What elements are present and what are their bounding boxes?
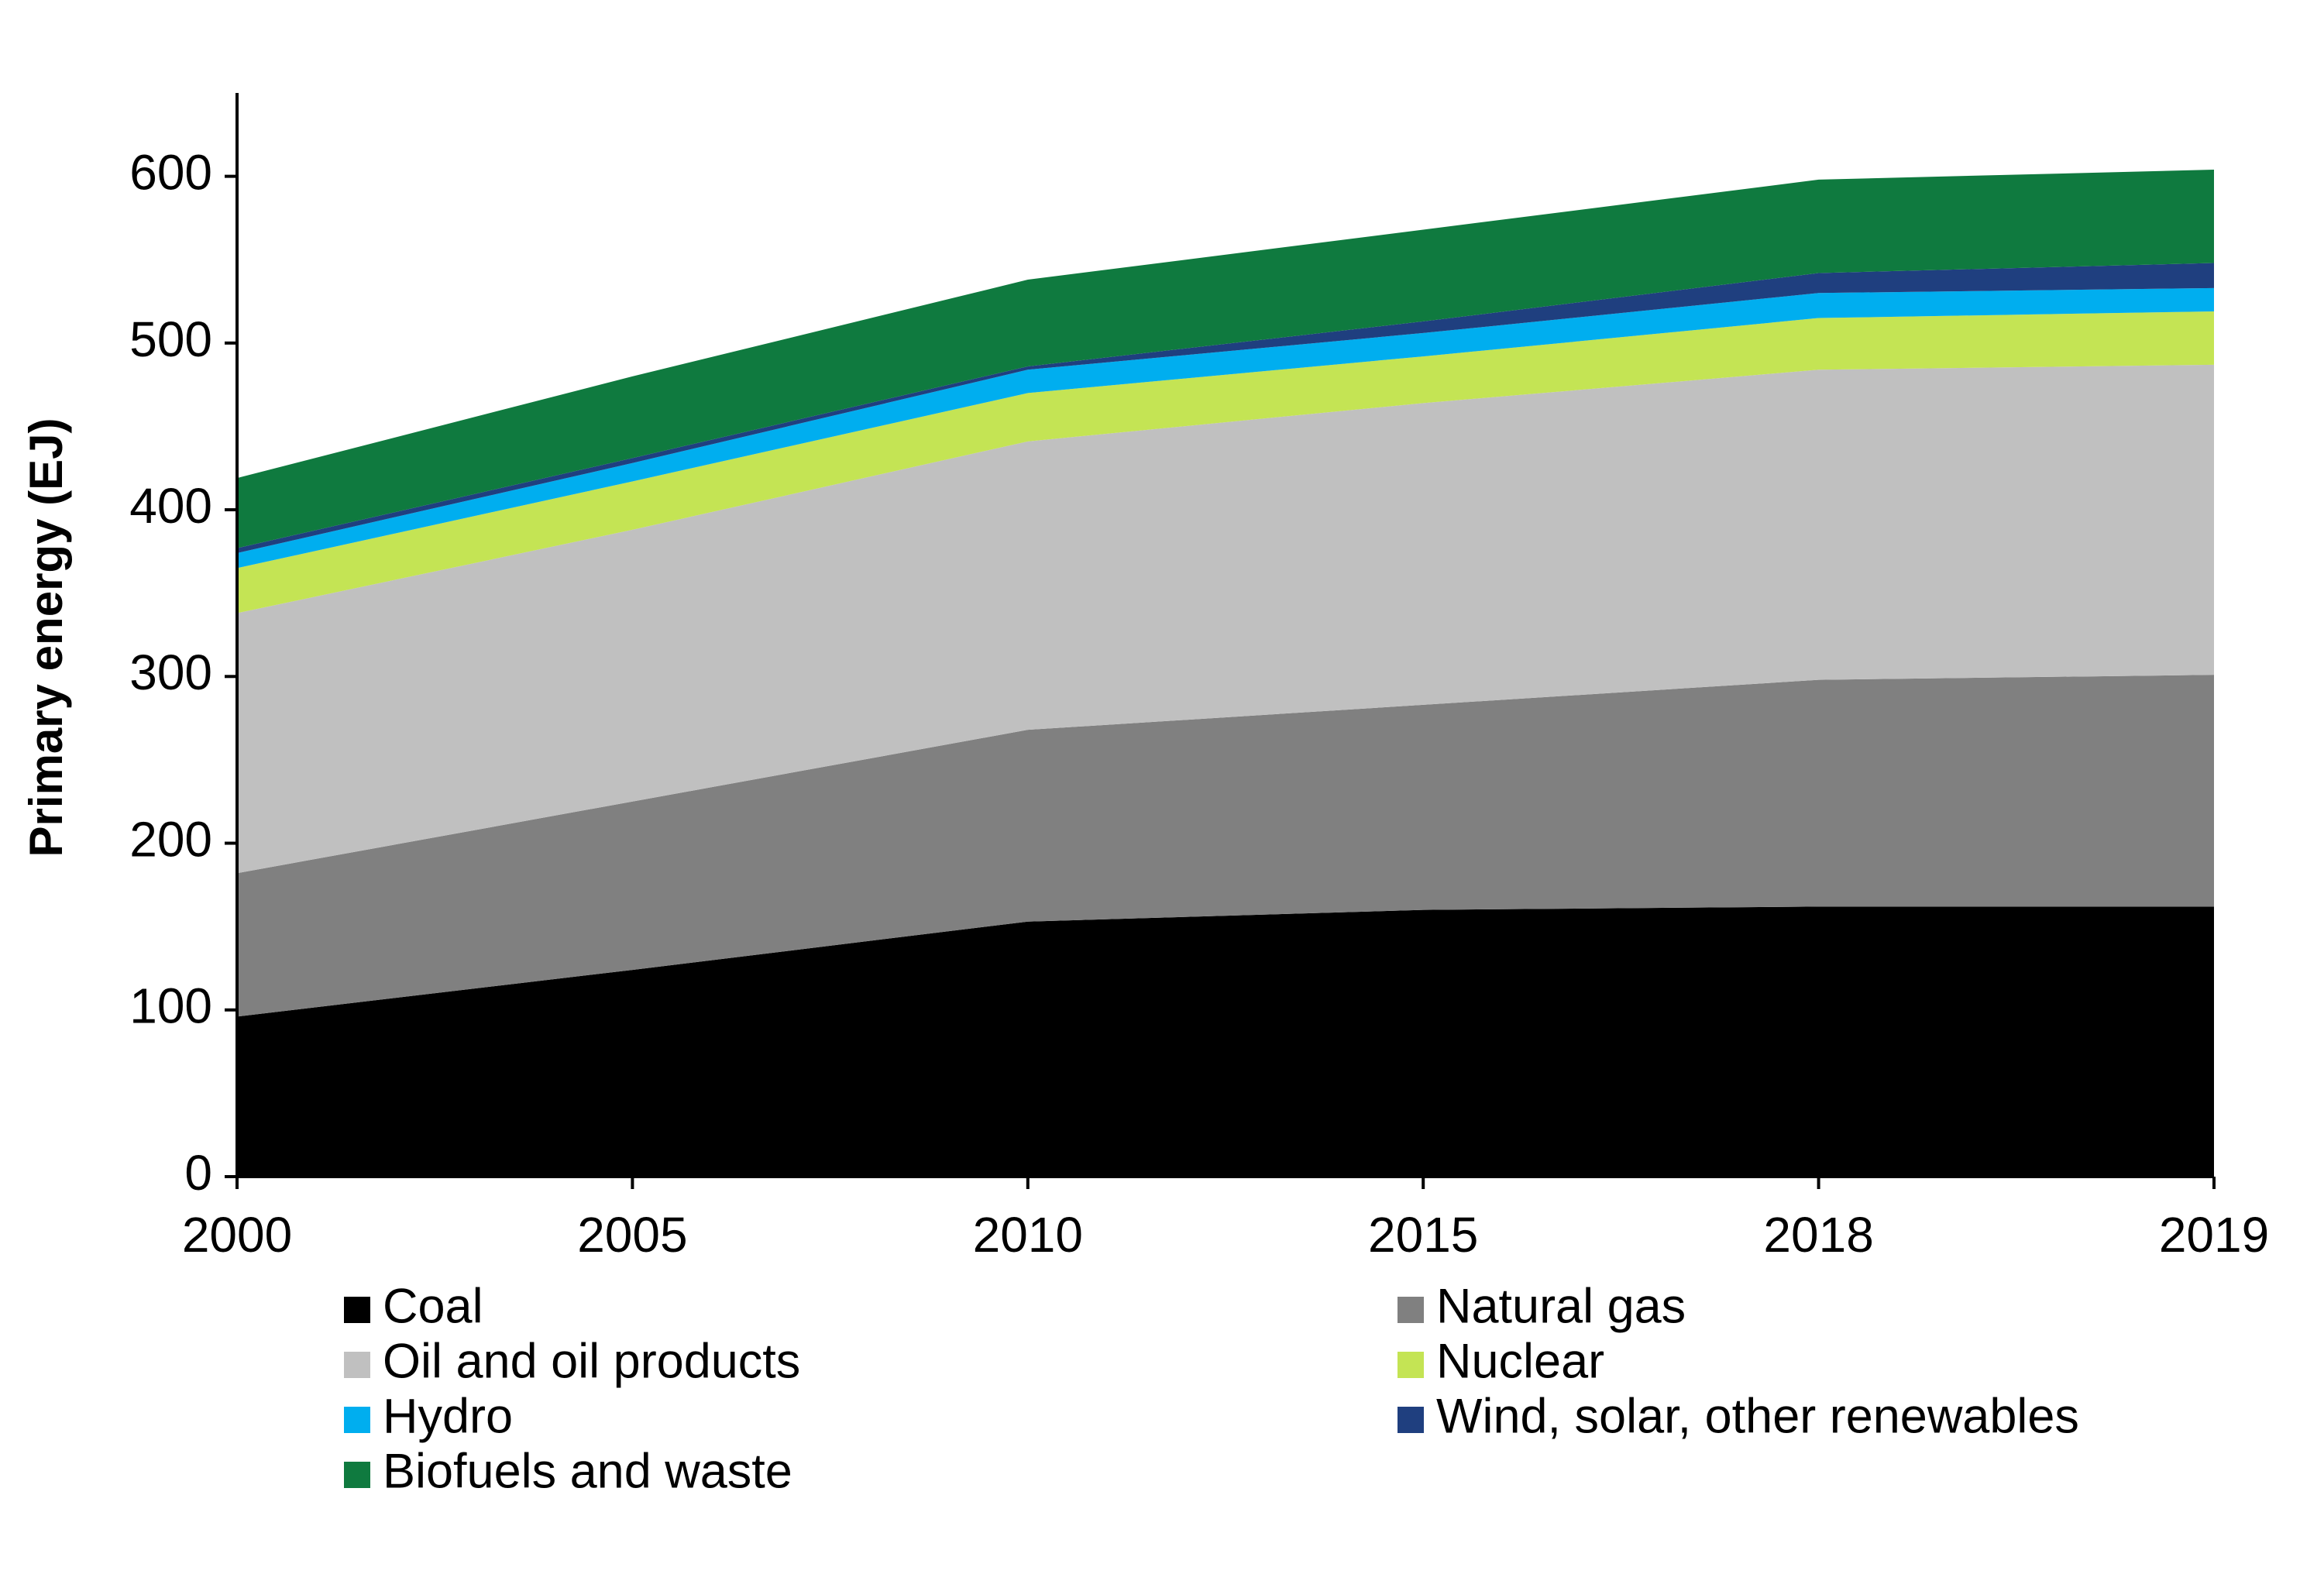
y-tick-label: 200 — [129, 811, 212, 867]
area — [237, 906, 2214, 1177]
area — [237, 675, 2214, 1017]
legend-swatch — [344, 1297, 370, 1323]
legend-swatch — [344, 1462, 370, 1488]
x-tick-label: 2019 — [2159, 1207, 2269, 1263]
legend-label: Biofuels and waste — [383, 1445, 792, 1499]
legend-swatch — [344, 1407, 370, 1433]
area — [237, 170, 2214, 548]
legend-swatch — [1397, 1352, 1424, 1378]
legend-swatch — [1397, 1407, 1424, 1433]
y-tick-label: 600 — [129, 145, 212, 201]
y-tick-label: 0 — [184, 1145, 212, 1201]
x-tick-label: 2005 — [577, 1207, 687, 1263]
legend-label: Natural gas — [1436, 1280, 1686, 1334]
legend-label: Oil and oil products — [383, 1335, 800, 1389]
legend-label: Nuclear — [1436, 1335, 1604, 1389]
y-tick-label: 400 — [129, 478, 212, 534]
legend-label: Hydro — [383, 1390, 513, 1444]
x-tick-label: 2015 — [1368, 1207, 1478, 1263]
legend-label: Wind, solar, other renewables — [1436, 1390, 2079, 1444]
y-tick-label: 100 — [129, 978, 212, 1034]
legend-swatch — [1397, 1297, 1424, 1323]
y-axis-label: Primary energy (EJ) — [20, 418, 72, 858]
area — [237, 364, 2214, 874]
y-tick-label: 300 — [129, 644, 212, 700]
area — [237, 311, 2214, 613]
x-tick-label: 2018 — [1763, 1207, 1873, 1263]
x-tick-label: 2000 — [182, 1207, 292, 1263]
y-tick-label: 500 — [129, 311, 212, 367]
x-tick-label: 2010 — [973, 1207, 1083, 1263]
legend-swatch — [344, 1352, 370, 1378]
legend-label: Coal — [383, 1280, 483, 1334]
